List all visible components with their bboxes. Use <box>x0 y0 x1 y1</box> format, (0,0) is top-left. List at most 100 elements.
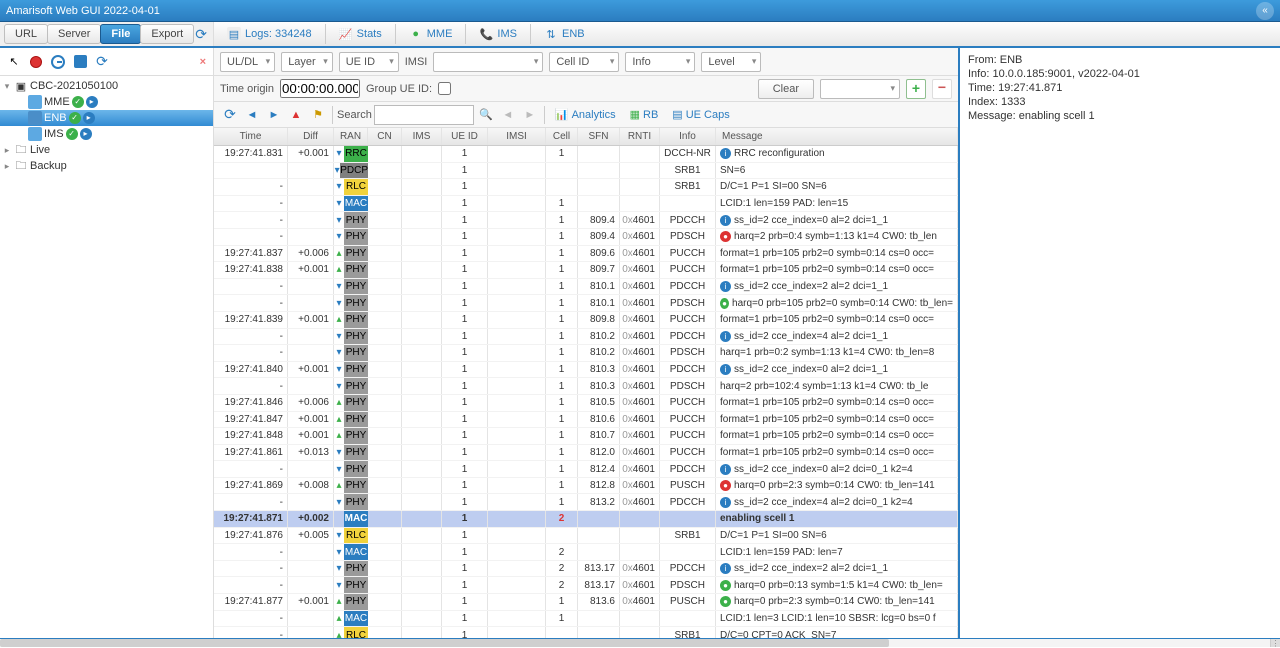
layer-combo[interactable]: Layer <box>281 52 333 72</box>
tree-item-mme[interactable]: MME ✓ ▸ <box>0 94 213 110</box>
col-time[interactable]: Time <box>214 128 288 145</box>
log-body: 19:27:41.831+0.001▾RRC11DCCH-NRiRRC reco… <box>214 146 958 638</box>
close-x-icon[interactable]: × <box>197 56 209 68</box>
table-row[interactable]: -▾PHY11810.20x4601PDCCHiss_id=2 cce_inde… <box>214 329 958 346</box>
table-row[interactable]: 19:27:41.876+0.005▾RLC1SRB1D/C=1 P=1 SI=… <box>214 528 958 545</box>
col-ran[interactable]: RAN <box>334 128 368 145</box>
clear-button[interactable]: Clear <box>758 79 814 99</box>
add-button[interactable]: + <box>906 79 926 99</box>
table-row[interactable]: 19:27:41.848+0.001▴PHY11810.70x4601PUCCH… <box>214 428 958 445</box>
table-row[interactable]: -▾PHY11810.20x4601PDSCHharq=1 prb=0:2 sy… <box>214 345 958 362</box>
tree-item-ims[interactable]: IMS ✓ ▸ <box>0 126 213 142</box>
tree-backup[interactable]: 🗀 Backup <box>0 158 213 174</box>
table-row[interactable]: 19:27:41.837+0.006▴PHY11809.60x4601PUCCH… <box>214 246 958 263</box>
status-ok-icon: ✓ <box>69 112 81 124</box>
col-info[interactable]: Info <box>660 128 716 145</box>
export-button[interactable]: Export <box>140 24 194 44</box>
tree-live[interactable]: 🗀 Live <box>0 142 213 158</box>
table-row[interactable]: -▾RLC1SRB1D/C=1 P=1 SI=00 SN=6 <box>214 179 958 196</box>
refresh-icon[interactable]: ⟳ <box>193 24 209 44</box>
server-tab[interactable]: Server <box>47 24 101 44</box>
folder-icon: ▣ <box>14 79 28 93</box>
tool-refresh-icon[interactable]: ⟳ <box>92 52 112 72</box>
file-tab[interactable]: File <box>100 24 141 44</box>
table-row[interactable]: -▴RLC1SRB1D/C=0 CPT=0 ACK_SN=7 <box>214 627 958 638</box>
analytics-button[interactable]: 📊Analytics <box>549 106 622 123</box>
collapse-icon[interactable]: « <box>1256 2 1274 20</box>
stats-button[interactable]: 📈Stats <box>330 23 391 45</box>
ims-button[interactable]: 📞IMS <box>470 23 526 45</box>
nav-next-icon[interactable]: ► <box>264 105 284 125</box>
table-row[interactable]: 19:27:41.838+0.001▴PHY11809.70x4601PUCCH… <box>214 262 958 279</box>
col-sfn[interactable]: SFN <box>578 128 620 145</box>
srch-prev-icon[interactable]: ◄ <box>498 105 518 125</box>
table-row[interactable]: 19:27:41.846+0.006▴PHY11810.50x4601PUCCH… <box>214 395 958 412</box>
table-row[interactable]: 19:27:41.840+0.001▾PHY11810.30x4601PDCCH… <box>214 362 958 379</box>
enb-icon: ⇅ <box>544 27 558 41</box>
table-row[interactable]: -▾PHY11813.20x4601PDCCHiss_id=2 cce_inde… <box>214 494 958 511</box>
col-ims[interactable]: IMS <box>402 128 442 145</box>
nav-prev-icon[interactable]: ◄ <box>242 105 262 125</box>
table-row[interactable]: 19:27:41.869+0.008▴PHY11812.80x4601PUSCH… <box>214 478 958 495</box>
table-row[interactable]: -▾MAC12LCID:1 len=159 PAD: len=7 <box>214 544 958 561</box>
table-row[interactable]: 19:27:41.831+0.001▾RRC11DCCH-NRiRRC reco… <box>214 146 958 163</box>
uecaps-button[interactable]: ▤UE Caps <box>666 106 735 123</box>
table-row[interactable]: 19:27:41.877+0.001▴PHY11813.60x4601PUSCH… <box>214 594 958 611</box>
tool-record-icon[interactable] <box>26 52 46 72</box>
ims-icon: 📞 <box>479 27 493 41</box>
col-cn[interactable]: CN <box>368 128 402 145</box>
imsi-combo[interactable] <box>433 52 543 72</box>
table-row[interactable]: -▾MAC11LCID:1 len=159 PAD: len=15 <box>214 196 958 213</box>
search-label: Search <box>337 109 372 121</box>
tool-pointer-icon[interactable]: ↖ <box>4 52 24 72</box>
rb-button[interactable]: ▦RB <box>624 106 665 123</box>
warn-icon[interactable]: ▲ <box>286 105 306 125</box>
logs-icon: ▤ <box>227 27 241 41</box>
mme-button[interactable]: ●MME <box>400 23 462 45</box>
col-ueid[interactable]: UE ID <box>442 128 488 145</box>
table-row[interactable]: -▾PHY11812.40x4601PDCCHiss_id=2 cce_inde… <box>214 461 958 478</box>
table-row[interactable]: -▾PHY11810.30x4601PDSCHharq=2 prb=102:4 … <box>214 378 958 395</box>
search-input[interactable] <box>374 105 474 125</box>
table-row[interactable]: 19:27:41.861+0.013▾PHY11812.00x4601PUCCH… <box>214 445 958 462</box>
table-row[interactable]: 19:27:41.847+0.001▴PHY11810.60x4601PUCCH… <box>214 412 958 429</box>
table-row[interactable]: ▾PDCP1SRB1SN=6 <box>214 163 958 180</box>
ueid-combo[interactable]: UE ID <box>339 52 399 72</box>
enb-button[interactable]: ⇅ENB <box>535 23 594 45</box>
col-diff[interactable]: Diff <box>288 128 334 145</box>
time-origin-input[interactable] <box>280 79 360 98</box>
info-combo[interactable]: Info <box>625 52 695 72</box>
logs-button[interactable]: ▤Logs: 334248 <box>218 23 321 45</box>
cellid-combo[interactable]: Cell ID <box>549 52 619 72</box>
table-row[interactable]: -▴MAC11LCID:1 len=3 LCID:1 len=10 SBSR: … <box>214 611 958 628</box>
binoc-icon[interactable]: 🔍 <box>476 105 496 125</box>
uldl-combo[interactable]: UL/DL <box>220 52 275 72</box>
table-row[interactable]: -▾PHY11809.40x4601PDCCHiss_id=2 cce_inde… <box>214 212 958 229</box>
col-rnti[interactable]: RNTI <box>620 128 660 145</box>
level-combo[interactable]: Level <box>701 52 761 72</box>
remove-button[interactable]: − <box>932 79 952 99</box>
table-row[interactable]: 19:27:41.871+0.002MAC12enabling scell 1 <box>214 511 958 528</box>
tree-item-enb[interactable]: ENB ✓ ▸ <box>0 110 213 126</box>
table-row[interactable]: -▾PHY11809.40x4601PDSCH●harq=2 prb=0:4 s… <box>214 229 958 246</box>
table-row[interactable]: -▾PHY12813.170x4601PDSCH●harq=0 prb=0:13… <box>214 577 958 594</box>
col-imsi[interactable]: IMSI <box>488 128 546 145</box>
table-row[interactable]: -▾PHY11810.10x4601PDSCH●harq=0 prb=105 p… <box>214 295 958 312</box>
flag-icon[interactable]: ⚑ <box>308 105 328 125</box>
h-scrollbar[interactable]: ⋮ <box>0 638 1280 646</box>
url-tab[interactable]: URL <box>4 24 48 44</box>
table-row[interactable]: -▾PHY11810.10x4601PDCCHiss_id=2 cce_inde… <box>214 279 958 296</box>
reload-icon[interactable]: ⟳ <box>220 105 240 125</box>
tree-root[interactable]: ▣ CBC-2021050100 <box>0 78 213 94</box>
time-origin-label: Time origin <box>220 83 274 95</box>
col-cell[interactable]: Cell <box>546 128 578 145</box>
file-tree: ▣ CBC-2021050100 MME ✓ ▸ ENB ✓ ▸ IMS ✓ ▸ <box>0 76 213 638</box>
tool-clock-icon[interactable] <box>48 52 68 72</box>
clear-combo[interactable] <box>820 79 900 99</box>
group-ueid-checkbox[interactable] <box>438 82 451 95</box>
tool-panel-icon[interactable] <box>70 52 90 72</box>
table-row[interactable]: 19:27:41.839+0.001▴PHY11809.80x4601PUCCH… <box>214 312 958 329</box>
table-row[interactable]: -▾PHY12813.170x4601PDCCHiss_id=2 cce_ind… <box>214 561 958 578</box>
col-msg[interactable]: Message <box>716 128 958 145</box>
srch-next-icon[interactable]: ► <box>520 105 540 125</box>
